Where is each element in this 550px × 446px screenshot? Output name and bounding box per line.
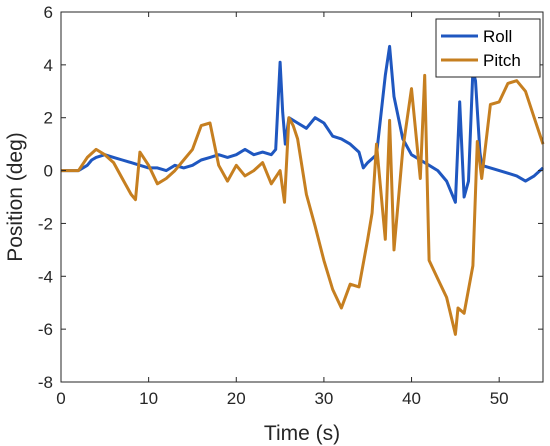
y-tick-label: 6	[44, 3, 53, 22]
x-axis-label: Time (s)	[264, 422, 340, 445]
series-line-roll	[61, 44, 545, 204]
legend-label-roll: Roll	[483, 27, 512, 46]
ticks-layer	[60, 11, 543, 383]
x-tick-label: 30	[314, 389, 333, 408]
x-tick-label: 20	[227, 389, 246, 408]
x-tick-label: 10	[139, 389, 158, 408]
y-tick-label: -4	[38, 267, 53, 286]
x-tick-labels: 0 10 20 30 40 50	[56, 389, 508, 408]
y-tick-label: 4	[44, 56, 53, 75]
x-tick-label: 40	[402, 389, 421, 408]
legend-box	[435, 18, 541, 78]
y-tick-label: 2	[44, 109, 53, 128]
plot-frame	[60, 11, 544, 383]
legend: Roll Pitch	[435, 18, 541, 78]
y-tick-label: -6	[38, 320, 53, 339]
y-tick-label: -2	[38, 214, 53, 233]
y-tick-labels: -8 -6 -4 -2 0 2 4 6	[38, 3, 53, 392]
x-tick-label: 0	[56, 389, 65, 408]
series-layer	[61, 44, 545, 336]
series-line-pitch	[61, 73, 545, 336]
x-tick-label: 50	[490, 389, 509, 408]
y-axis-label: Position (deg)	[4, 132, 27, 262]
y-tick-label: 0	[44, 162, 53, 181]
legend-label-pitch: Pitch	[483, 51, 521, 70]
y-tick-label: -8	[38, 373, 53, 392]
